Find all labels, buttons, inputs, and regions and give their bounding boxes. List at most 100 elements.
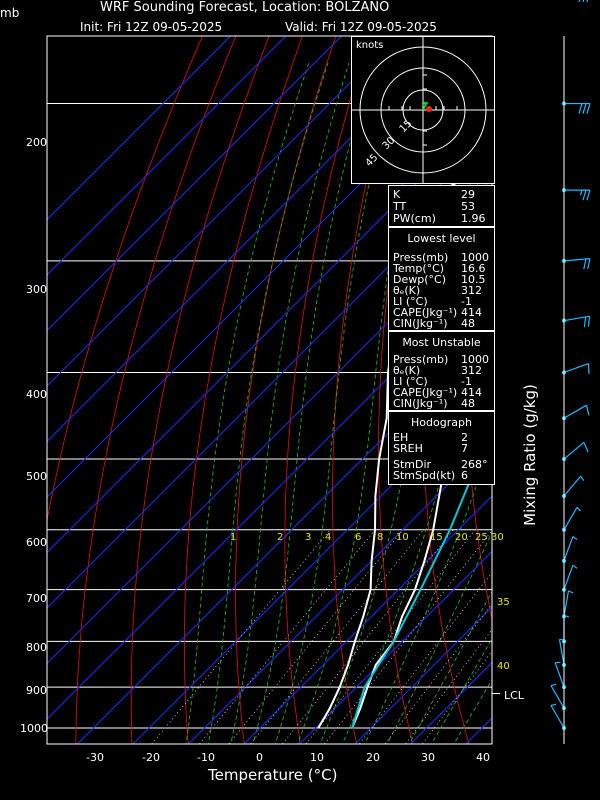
wind-barb-flag [587,258,591,269]
wind-barb-flag [583,258,587,270]
level-key: LI (°C) [393,295,428,308]
mu-key: CIN(Jkg⁻¹) [393,397,448,410]
indices-panel: K 29 TT 53 PW(cm) 1.96 [388,185,495,227]
isotherm-line [243,495,492,744]
lcl-label: LCL [504,689,524,702]
hodograph-trace [422,102,428,111]
mixing-ratio-label: 3 [305,532,312,543]
wind-barb-flag [576,506,582,512]
level-key: CIN(Jkg⁻¹) [393,317,448,330]
index-value: 29 [461,188,475,201]
mixing-ratio-line [323,530,492,744]
level-key: θₑ(K) [393,284,421,297]
wind-barb-shaft [550,685,565,709]
isotherm-line [47,36,287,276]
mixing-ratio-line [151,529,331,744]
init-time: Init: Fri 12Z 09-05-2025 [80,20,223,34]
wind-barb-flag [550,683,557,687]
wind-barbs [550,0,591,730]
wind-barb [562,363,590,375]
mixing-ratio-line [228,529,404,744]
moist-adiabat-line [430,637,492,744]
level-value: 48 [461,317,475,330]
dry-adiabat-line [130,36,270,744]
parcel-profile [351,411,492,729]
hodo-value: 7 [461,442,468,455]
level-value: -1 [461,295,472,308]
wind-barb-flag [587,316,591,327]
temp-tick: 10 [310,751,324,764]
index-value: 1.96 [461,212,486,225]
pressure-tick: 400 [26,388,47,401]
mixing-ratio-line [384,603,492,744]
index-key: TT [393,200,407,213]
mu-value: 1000 [461,353,489,366]
wind-barb [562,315,591,328]
mixing-ratio-label: 30 [491,532,504,543]
lowest-level-panel: Lowest level Press(mb) 1000 Temp(°C) 16.6 … [388,227,495,331]
temp-tick: 40 [476,751,490,764]
temp-tick: -30 [86,751,104,764]
wind-barb [562,101,591,114]
hodo-key: EH [393,431,409,444]
hodo-key: StmSpd(kt) [393,469,456,482]
isotherm-line [47,217,492,665]
wind-barb-shaft [558,639,565,666]
hodo-key: StmDir [393,458,432,471]
mixing-ratio-label: 8 [377,532,384,543]
index-key: PW(cm) [393,212,436,225]
pressure-tick: 600 [26,536,47,549]
dry-adiabat-line [75,36,237,744]
level-value: 16.6 [461,262,486,275]
wind-barb-shaft [554,662,565,688]
wind-barb-flag [572,535,578,541]
mu-value: 48 [461,397,475,410]
x-axis-label: Temperature (°C) [208,766,338,784]
wind-barb-shaft [563,404,587,419]
pressure-tick: 900 [26,684,47,697]
wind-barb [562,404,590,421]
hodo-value: 268° [461,458,488,471]
mixing-ratio-label: 4 [325,532,332,543]
mu-value: -1 [461,375,472,388]
moist-adiabat-line [207,62,329,744]
most-unstable-panel: Most Unstable Press(mb) 1000 θₑ(K) 312 LI … [388,331,495,411]
hodo-value: 6 [461,469,468,482]
wind-barb [562,257,591,270]
level-key: Temp(°C) [393,262,445,275]
hodograph-plot [352,37,494,183]
wind-barb [562,188,591,201]
temp-tick: 0 [256,751,263,764]
moist-adiabat-line [185,62,310,744]
moist-adiabat-line [386,531,492,744]
hodograph-units: knots [356,40,384,51]
wind-barb [550,683,566,711]
pressure-tick: 1000 [20,722,48,735]
moist-adiabat-line [230,62,350,744]
wind-barb-shaft [563,441,585,460]
wind-barb-flag [582,0,585,3]
dry-adiabat-line [548,0,600,747]
mixing-ratio-label: 6 [355,532,362,543]
wind-barb-flag [586,189,591,201]
chart-title: WRF Sounding Forecast, Location: BOLZANO [100,0,390,15]
isotherm-line [132,384,492,744]
mixing-ratio-line [421,650,492,744]
wind-barb-flag [563,614,570,618]
hodo-key: SREH [393,442,423,455]
mu-key: CAPE(Jkg⁻¹) [393,386,458,399]
mixing-ratio-line [404,628,492,744]
wind-barb-shaft [563,475,582,497]
pressure-tick: 500 [26,470,47,483]
wind-barb [562,475,585,499]
mu-value: 312 [461,364,482,377]
isotherm-line [354,606,492,744]
mu-key: θₑ(K) [393,364,421,377]
wind-barb [562,441,589,462]
dry-adiabat-line [47,36,203,523]
isotherm-line [298,550,492,744]
isotherm-line [187,439,492,744]
lowest-level-title: Lowest level [407,232,476,245]
hodograph-panel: knots 15 30 45 [351,36,495,184]
wind-barb-shaft [563,363,589,374]
